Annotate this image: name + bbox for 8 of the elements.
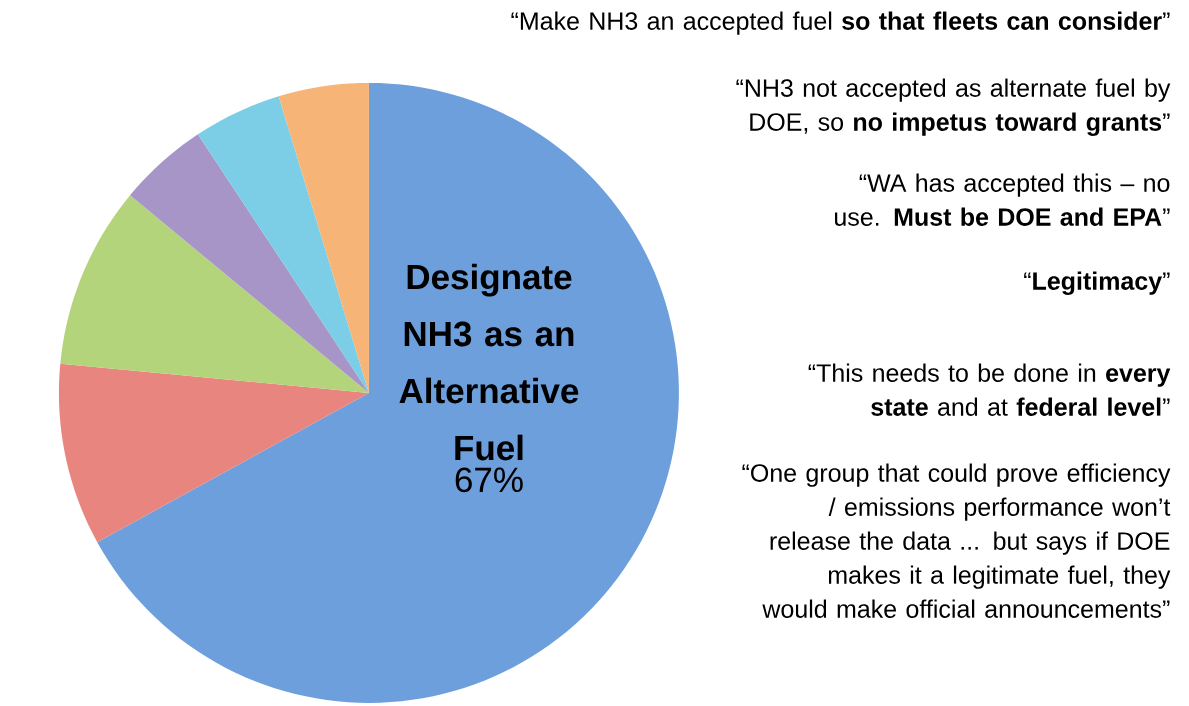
slice-label: Designate NH3 as an Alternative Fuel <box>399 263 579 461</box>
text: “One group that could prove efficiency / emissions performance won’t release the data ... but says if DOE makes it a legitimate fuel, they would make official announcements” <box>742 463 1171 618</box>
data-label: 67% <box>455 467 523 493</box>
text: “Make NH3 an accepted fuel so that fleets can consider” <box>511 11 1170 35</box>
text: “WA has accepted this – no use. Must be DOE and EPA” <box>835 173 1170 226</box>
text: “Legitimacy” <box>1024 271 1170 295</box>
text: “NH3 not accepted as alternate fuel by DOE, so no impetus toward grants” <box>736 78 1171 136</box>
text: “This needs to be done in every state and at federal level” <box>808 363 1171 416</box>
